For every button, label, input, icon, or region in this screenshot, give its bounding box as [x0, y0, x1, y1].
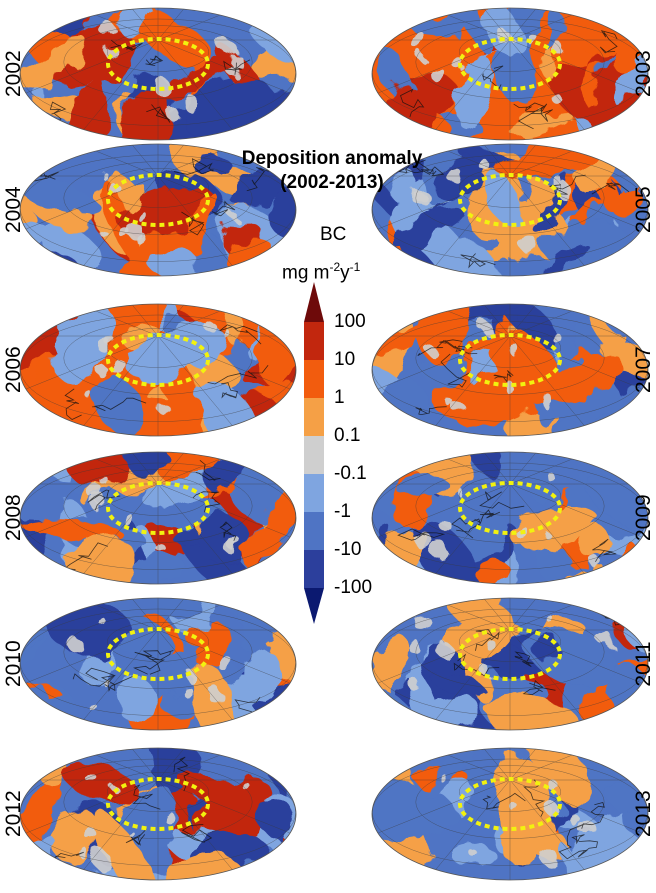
colorbar-tick-label: -10 — [334, 539, 362, 560]
colorbar-tick-label: -0.1 — [334, 463, 367, 484]
colorbar-variable-label: BC — [320, 224, 347, 245]
arctic-circle-2011 — [458, 627, 562, 681]
map-2005 — [371, 143, 649, 277]
colorbar-tick-label: -1 — [334, 501, 351, 522]
arctic-circle-2004 — [106, 173, 210, 227]
arctic-circle-2009 — [458, 481, 562, 535]
map-2003 — [371, 7, 649, 141]
arctic-circle-2007 — [458, 333, 562, 387]
arctic-circle-2002 — [106, 37, 210, 91]
colorbar-tick-label: 1 — [334, 387, 345, 408]
colorbar-band — [304, 550, 324, 588]
arctic-circle-2005 — [458, 173, 562, 227]
arctic-circle-2006 — [106, 333, 210, 387]
year-label-2004: 2004 — [2, 186, 25, 233]
year-label-2009: 2009 — [632, 494, 655, 541]
colorbar-band — [304, 436, 324, 474]
colorbar-band — [304, 512, 324, 550]
arctic-circle-2010 — [106, 627, 210, 681]
colorbar-tick-label: 0.1 — [334, 425, 361, 446]
map-2002 — [19, 7, 297, 141]
colorbar-band — [304, 398, 324, 436]
year-label-2013: 2013 — [632, 790, 655, 837]
colorbar-tick-label: 10 — [334, 349, 356, 370]
map-2004 — [19, 143, 297, 277]
colorbar — [304, 282, 324, 624]
year-label-2011: 2011 — [632, 641, 655, 687]
colorbar-band — [304, 474, 324, 512]
colorbar-overflow-bottom — [304, 588, 324, 624]
year-label-2002: 2002 — [2, 50, 25, 97]
map-2009 — [371, 451, 649, 585]
year-label-2010: 2010 — [2, 640, 25, 687]
colorbar-unit-label: mg m-2y-1 — [282, 260, 361, 284]
year-label-2005: 2005 — [632, 186, 655, 233]
year-label-2007: 2007 — [632, 346, 655, 393]
figure-title-line1: Deposition anomaly — [241, 148, 423, 169]
colorbar-band — [304, 322, 324, 360]
year-label-2003: 2003 — [632, 50, 655, 97]
figure-title-line2: (2002-2013) — [280, 172, 384, 193]
arctic-circle-2013 — [458, 777, 562, 831]
colorbar-tick-label: 100 — [334, 311, 366, 332]
year-label-2006: 2006 — [2, 346, 25, 393]
map-2013 — [371, 747, 649, 881]
arctic-circle-2012 — [106, 777, 210, 831]
colorbar-band — [304, 360, 324, 398]
arctic-circle-2003 — [458, 37, 562, 91]
colorbar-overflow-top — [304, 282, 324, 322]
arctic-circle-2008 — [106, 481, 210, 535]
year-label-2012: 2012 — [2, 790, 25, 837]
colorbar-tick-label: -100 — [334, 577, 373, 598]
year-label-2008: 2008 — [2, 494, 25, 541]
